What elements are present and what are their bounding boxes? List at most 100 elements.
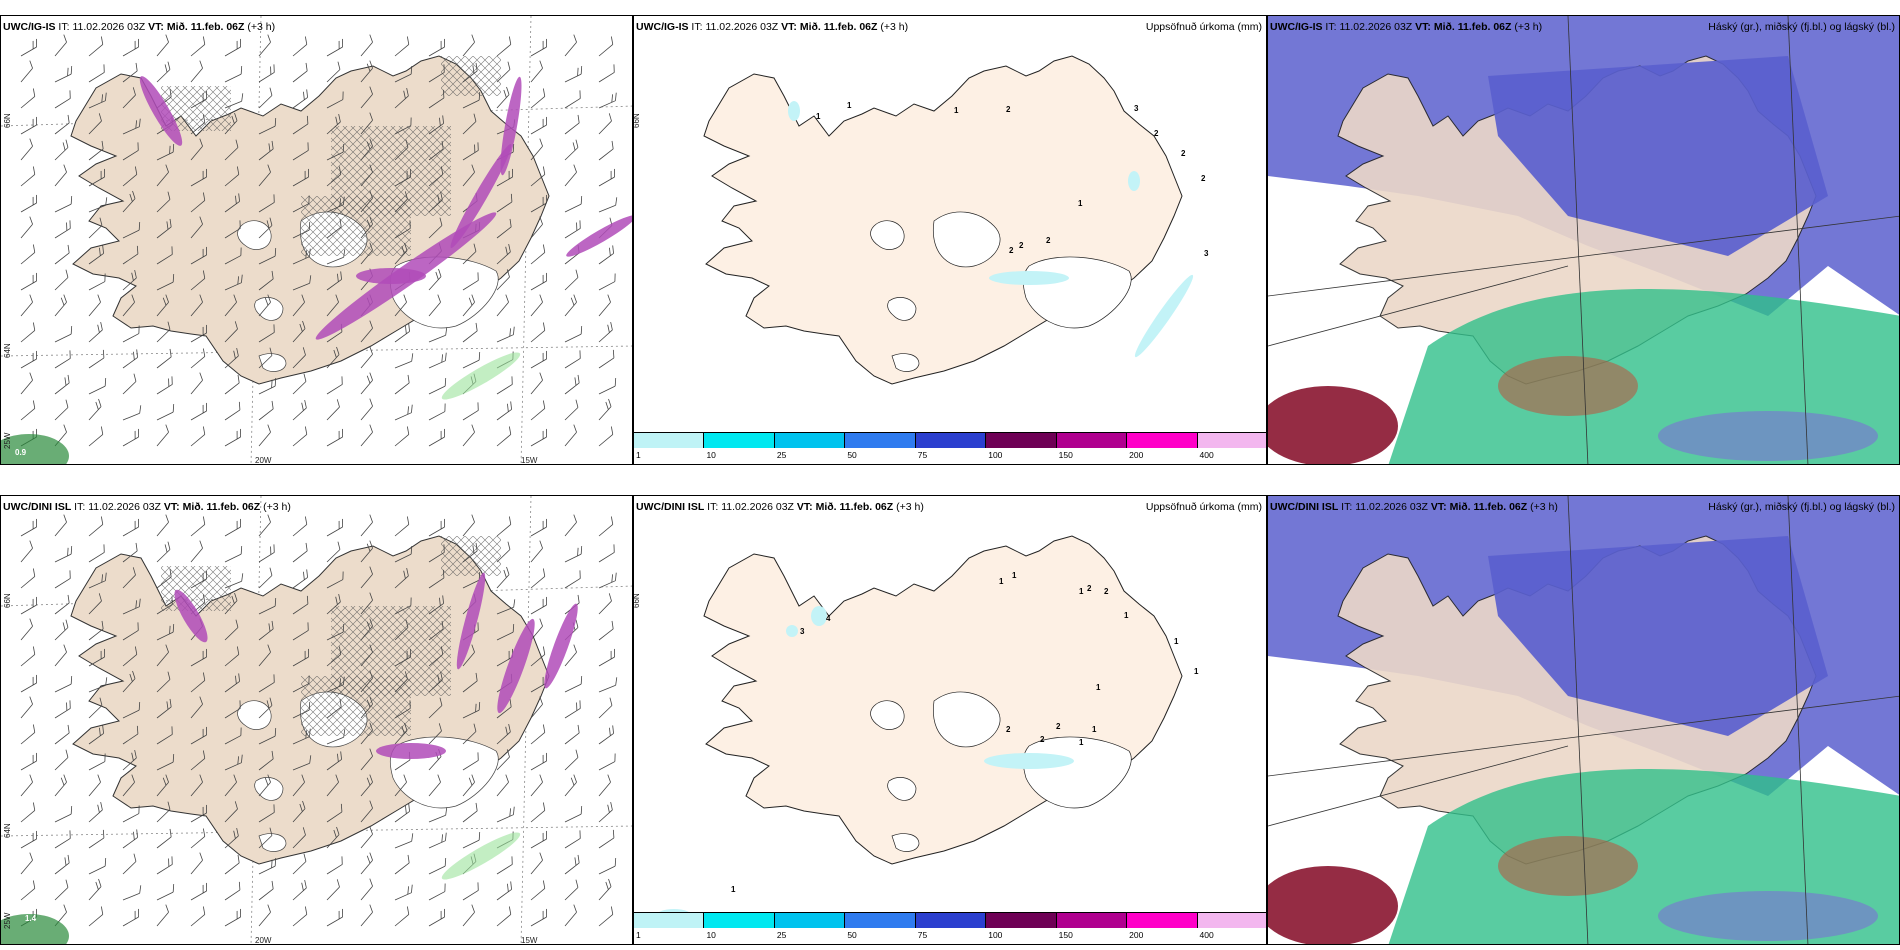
it-label: IT: (707, 501, 719, 513)
wind-barb (224, 619, 239, 641)
wind-barb (564, 676, 583, 693)
wind-barb (224, 166, 240, 187)
wind-barb (190, 804, 207, 823)
wind-barb (122, 853, 137, 875)
wind-barb (88, 593, 102, 615)
wind-barb (496, 723, 511, 745)
colorbar-tick: 25 (776, 450, 787, 460)
wind-barb (224, 139, 239, 161)
cloud-panel-0: UWC/IG-IS IT: 11.02.2026 03Z VT: Mið. 11… (1267, 15, 1900, 465)
wind-barb (258, 248, 277, 265)
wind-barb (496, 401, 512, 421)
wind-barb (88, 140, 104, 161)
wind-barb (564, 294, 577, 317)
wind-barb (224, 646, 240, 667)
colorbar-tick: 50 (847, 450, 857, 460)
wind-barb (598, 572, 617, 589)
colorbar-swatch (1056, 432, 1128, 448)
hatched-area (301, 196, 411, 256)
wind-barb (564, 164, 577, 187)
wind-barb (530, 774, 543, 797)
lead-time: (+3 h) (247, 21, 276, 33)
wind-barb (564, 854, 580, 875)
wind-barb (292, 516, 308, 537)
wind-barb (292, 755, 312, 771)
graticule-line (1787, 16, 1809, 464)
it-value: 11.02.2026 03Z (1339, 21, 1413, 33)
wind-barb (428, 569, 445, 589)
wind-barb (292, 347, 306, 369)
corner-value: 0.9 (15, 448, 27, 457)
wind-barb (530, 322, 546, 343)
wind-barb (88, 349, 105, 369)
wind-barb (292, 675, 310, 693)
wind-barb (428, 38, 445, 57)
vt-label: VT: (163, 501, 180, 513)
colorbar-swatch (915, 432, 987, 448)
wind-barb (394, 648, 411, 667)
wind-barb (292, 622, 309, 641)
wind-barb (360, 618, 373, 641)
wind-barb (54, 244, 70, 265)
wind-barb (360, 138, 373, 161)
wind-barb (530, 116, 547, 135)
wind-barb (224, 93, 244, 109)
wind-barb (156, 274, 175, 291)
glacier (932, 211, 1001, 268)
wind-barb (326, 908, 343, 927)
wind-barb (292, 542, 308, 563)
high-cloud-area (1498, 356, 1638, 416)
precip-value-label: 1 (731, 885, 736, 894)
wind-barb (88, 697, 103, 719)
wind-barb (54, 294, 67, 317)
wind-barb (190, 114, 206, 135)
wind-barb (20, 244, 36, 265)
precip-streak (174, 589, 208, 643)
wind-barb (190, 294, 203, 317)
wind-barb (54, 164, 67, 187)
colorbar-tick: 100 (988, 930, 1003, 940)
wind-barb (598, 321, 613, 343)
wind-barb (564, 700, 581, 719)
wind-barb (156, 596, 173, 615)
wind-barb (360, 372, 373, 395)
wind-barb (224, 801, 238, 823)
wind-barb (462, 774, 475, 797)
wind-barb (156, 514, 169, 537)
wind-barb (88, 774, 101, 797)
vt-value: Mið. 11.feb. 06Z (166, 21, 245, 33)
wind-barb (224, 220, 241, 239)
precip-area (1134, 274, 1194, 358)
wind-barb (428, 671, 443, 693)
precip-value-label: 2 (1040, 735, 1045, 744)
wind-barb (394, 220, 411, 239)
wind-barb (156, 754, 175, 771)
wind-barb (394, 567, 409, 589)
it-value: 11.02.2026 03Z (705, 21, 779, 33)
wind-barb (462, 672, 478, 693)
wind-barb (360, 670, 373, 693)
wind-barb (564, 749, 579, 771)
panel-header: UWC/IG-IS IT: 11.02.2026 03Z VT: Mið. 11… (1270, 21, 1542, 33)
precip-area (786, 625, 798, 637)
it-label: IT: (74, 501, 86, 513)
colorbar-tick: 1 (636, 450, 641, 460)
graticule-line (1567, 16, 1589, 464)
wind-barb (326, 61, 341, 83)
wind-barb (88, 321, 103, 343)
wind-barb (530, 880, 546, 901)
lead-time: (+3 h) (880, 21, 909, 33)
wind-barb (258, 400, 274, 421)
wind-barb (224, 38, 241, 57)
wind-barb (598, 426, 614, 447)
wind-barb (564, 514, 577, 537)
wind-barb (20, 88, 36, 109)
colorbar-tick: 150 (1058, 930, 1073, 940)
wind-barb (564, 904, 577, 927)
wind-barb (496, 269, 510, 291)
wind-barb (394, 833, 414, 849)
wind-barb (496, 698, 512, 719)
wind-barb (360, 34, 373, 57)
precip-value-label: 2 (1181, 149, 1186, 158)
model-name: UWC/DINI ISL (3, 501, 72, 513)
